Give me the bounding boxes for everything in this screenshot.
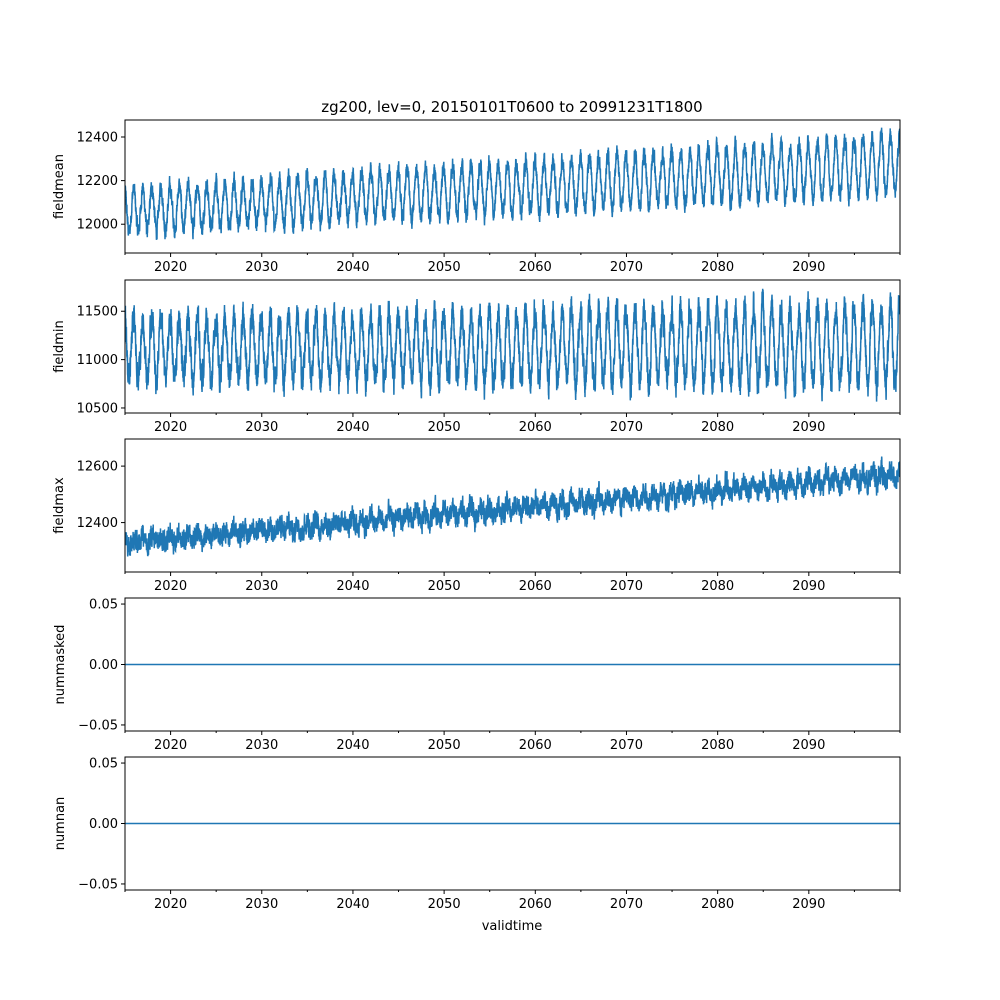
y-tick-label: 0.00 bbox=[89, 817, 118, 832]
x-tick-label: 2090 bbox=[792, 260, 825, 275]
fieldmin-series-line bbox=[125, 288, 900, 402]
y-axis-label: numnan bbox=[53, 797, 68, 851]
x-tick-label: 2070 bbox=[610, 260, 643, 275]
x-tick-label: 2020 bbox=[154, 897, 187, 912]
panel-fieldmean: 2020 2030 2040 2050 2060 2070 2080 2090 12000 122… bbox=[52, 119, 901, 275]
x-tick-label: 2020 bbox=[154, 738, 187, 753]
y-tick-label: 0.00 bbox=[89, 658, 118, 673]
axes-frame bbox=[124, 438, 901, 573]
x-tick-label: 2060 bbox=[519, 579, 552, 594]
y-tick-label: 11500 bbox=[77, 305, 118, 320]
x-tick-label: 2060 bbox=[519, 260, 552, 275]
y-axis-label: fieldmean bbox=[52, 154, 67, 219]
x-tick-label: 2050 bbox=[428, 420, 461, 435]
y-tick-label: 0.05 bbox=[89, 598, 118, 613]
x-tick-label: 2060 bbox=[519, 897, 552, 912]
x-tick-label: 2080 bbox=[701, 897, 734, 912]
x-axis-label: validtime bbox=[482, 919, 543, 934]
axes-frame bbox=[124, 279, 901, 414]
x-tick-label: 2020 bbox=[154, 420, 187, 435]
x-tick-label: 2020 bbox=[154, 260, 187, 275]
x-tick-label: 2030 bbox=[245, 897, 278, 912]
y-axis-label: fieldmin bbox=[52, 320, 67, 373]
axes-frame bbox=[124, 119, 901, 254]
y-tick-label: 12400 bbox=[77, 516, 118, 531]
x-tick-label: 2090 bbox=[792, 738, 825, 753]
panel-fieldmax: 2020 2030 2040 2050 2060 2070 2080 2090 12400 126… bbox=[52, 438, 901, 594]
y-tick-label: 12000 bbox=[77, 218, 118, 233]
panel-nummasked: 2020 2030 2040 2050 2060 2070 2080 2090 −0.05 0.0… bbox=[53, 597, 901, 753]
x-tick-label: 2020 bbox=[154, 579, 187, 594]
x-tick-label: 2070 bbox=[610, 579, 643, 594]
x-tick-label: 2030 bbox=[245, 420, 278, 435]
x-tick-label: 2090 bbox=[792, 579, 825, 594]
y-tick-label: −0.05 bbox=[78, 718, 118, 733]
x-tick-label: 2040 bbox=[336, 260, 369, 275]
x-tick-label: 2090 bbox=[792, 420, 825, 435]
x-tick-label: 2080 bbox=[701, 420, 734, 435]
x-tick-label: 2040 bbox=[336, 738, 369, 753]
panel-numnan: 2020 2030 2040 2050 2060 2070 2080 2090 −0.05 0.0… bbox=[53, 756, 901, 912]
x-tick-label: 2090 bbox=[792, 897, 825, 912]
fieldmean-series-line bbox=[125, 127, 900, 240]
x-tick-label: 2050 bbox=[428, 738, 461, 753]
x-tick-label: 2080 bbox=[701, 738, 734, 753]
x-tick-label: 2030 bbox=[245, 579, 278, 594]
fieldmax-series-line bbox=[125, 456, 900, 557]
y-axis-label: fieldmax bbox=[52, 477, 67, 534]
x-tick-label: 2060 bbox=[519, 420, 552, 435]
x-tick-label: 2040 bbox=[336, 897, 369, 912]
x-tick-label: 2070 bbox=[610, 420, 643, 435]
x-tick-label: 2030 bbox=[245, 738, 278, 753]
x-tick-label: 2050 bbox=[428, 579, 461, 594]
x-tick-label: 2080 bbox=[701, 260, 734, 275]
chart-title: zg200, lev=0, 20150101T0600 to 20991231T… bbox=[321, 98, 702, 116]
panel-fieldmin: 2020 2030 2040 2050 2060 2070 2080 2090 10500 110… bbox=[52, 279, 901, 435]
x-tick-label: 2050 bbox=[428, 897, 461, 912]
x-tick-label: 2040 bbox=[336, 420, 369, 435]
y-tick-label: 10500 bbox=[77, 401, 118, 416]
x-tick-label: 2060 bbox=[519, 738, 552, 753]
y-tick-label: 12400 bbox=[77, 131, 118, 146]
y-tick-label: 12200 bbox=[77, 174, 118, 189]
x-tick-label: 2080 bbox=[701, 579, 734, 594]
x-tick-label: 2050 bbox=[428, 260, 461, 275]
y-tick-label: −0.05 bbox=[78, 877, 118, 892]
y-tick-label: 0.05 bbox=[89, 757, 118, 772]
x-tick-label: 2040 bbox=[336, 579, 369, 594]
y-axis-label: nummasked bbox=[53, 625, 68, 705]
x-tick-label: 2070 bbox=[610, 738, 643, 753]
x-tick-label: 2030 bbox=[245, 260, 278, 275]
y-tick-label: 11000 bbox=[77, 353, 118, 368]
y-tick-label: 12600 bbox=[77, 460, 118, 475]
x-tick-label: 2070 bbox=[610, 897, 643, 912]
